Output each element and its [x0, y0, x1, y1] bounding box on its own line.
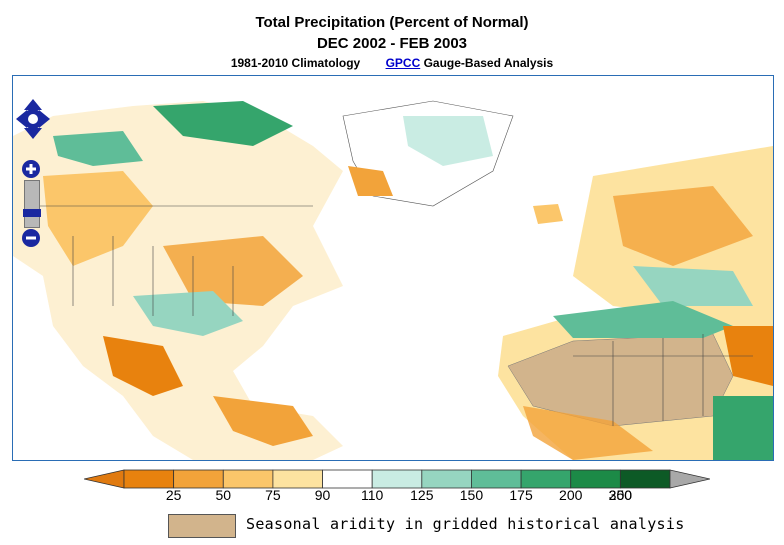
legend-cells: [84, 469, 710, 489]
legend-cell: [570, 469, 621, 489]
legend-tick-label: 250: [608, 487, 633, 503]
map-canvas: [13, 100, 773, 460]
legend-cell: [123, 469, 175, 489]
map-subtitle: 1981-2010 Climatology GPCC Gauge-Based A…: [0, 56, 784, 70]
zoom-slider-track[interactable]: [23, 180, 41, 228]
legend-cell: [173, 469, 224, 489]
legend-cell: [520, 469, 572, 489]
aridity-swatch: [168, 514, 236, 538]
legend-cell: [619, 469, 671, 489]
legend-cell: [272, 469, 323, 489]
aridity-label: Seasonal aridity in gridded historical a…: [246, 515, 685, 533]
legend-tick-label: 125: [410, 487, 434, 503]
africa-dry-west: [523, 406, 653, 460]
legend-tick-label: 75: [265, 487, 281, 503]
na-wet-south: [133, 291, 243, 336]
climatology-label: 1981-2010 Climatology: [230, 56, 361, 70]
arctic-wet-2: [53, 131, 143, 166]
greenland-wet: [403, 116, 493, 166]
africa-wet-south: [713, 396, 773, 460]
na-dry-west: [43, 171, 153, 266]
africa-wet-north: [553, 301, 733, 338]
legend-cell: [371, 469, 423, 489]
legend-tick-label: 25: [165, 487, 182, 503]
legend-cell: [421, 469, 472, 489]
legend-cell: [322, 469, 373, 489]
analysis-label: Gauge-Based Analysis: [423, 56, 554, 70]
legend-tick-label: 110: [361, 487, 384, 503]
legend-tick-label: 200: [559, 487, 583, 503]
europe-wet: [633, 266, 753, 306]
na-dry-central-america: [213, 396, 313, 446]
legend-tick-label: 175: [509, 487, 533, 503]
arctic-wet: [153, 101, 293, 146]
greenland-dry: [348, 166, 393, 196]
gpcc-link[interactable]: GPCC: [385, 56, 421, 70]
europe-dry: [613, 186, 753, 266]
map-title: Total Precipitation (Percent of Normal): [255, 14, 529, 31]
legend-over-arrow: [669, 469, 710, 489]
legend-tick-label: 300: [608, 487, 633, 503]
zoom-slider-handle[interactable]: [23, 209, 41, 217]
map-period: DEC 2002 - FEB 2003: [316, 35, 468, 52]
legend-cell: [222, 469, 274, 489]
legend-tick-label: 90: [314, 487, 331, 503]
color-legend: [84, 469, 710, 489]
legend-under-arrow: [84, 469, 125, 489]
na-dry-mexico: [103, 336, 183, 396]
legend-cell: [471, 469, 522, 489]
border-lines: [33, 205, 753, 426]
precipitation-map[interactable]: [12, 75, 774, 461]
iceland: [533, 204, 563, 224]
legend-tick-label: 50: [215, 487, 232, 503]
legend-tick-label: 150: [459, 487, 484, 503]
